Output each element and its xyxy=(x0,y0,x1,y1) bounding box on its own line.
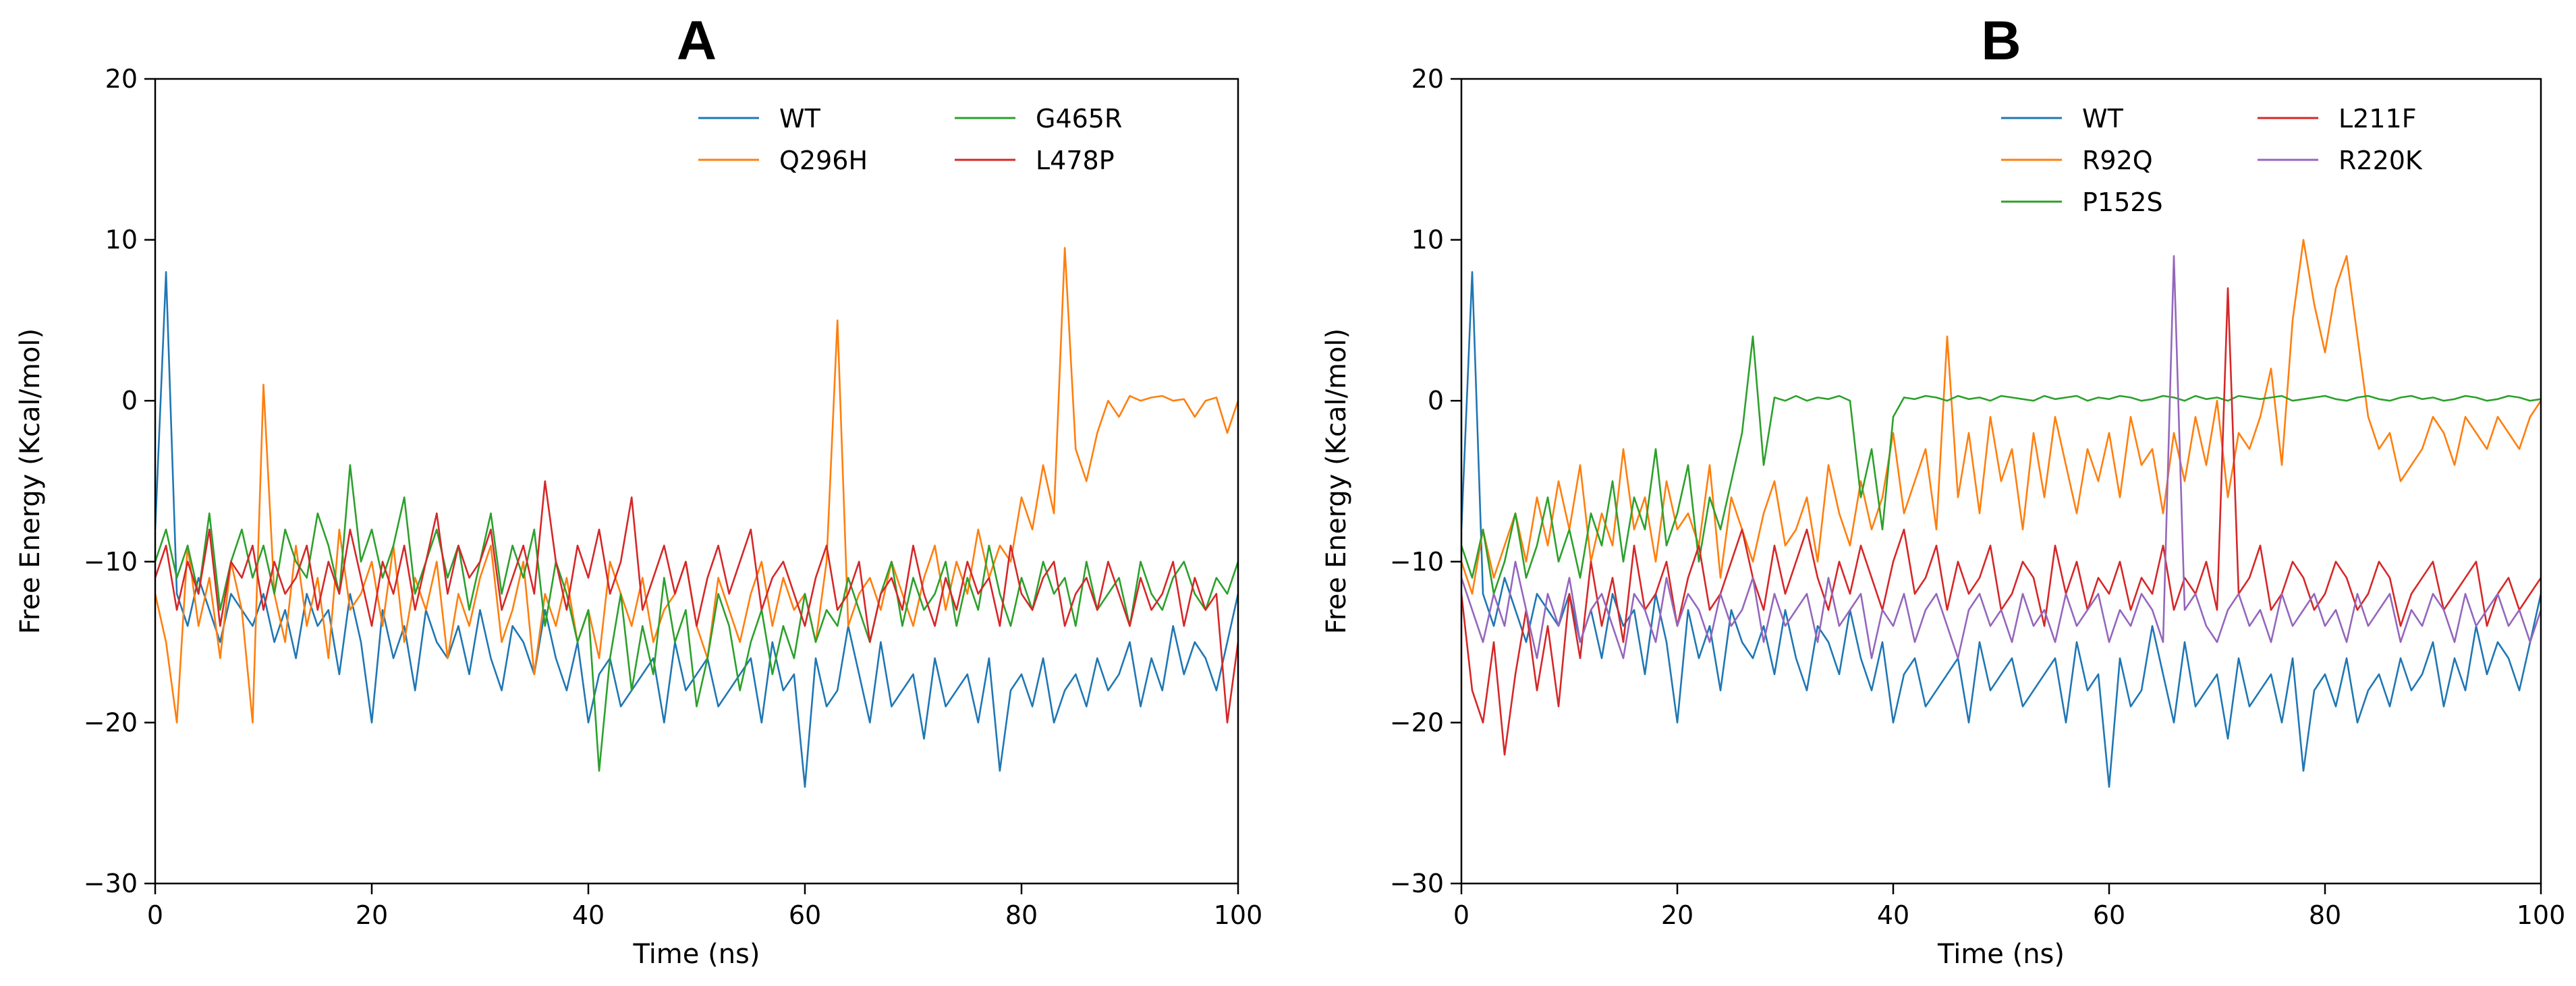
series-line-a-g465r xyxy=(155,464,1238,772)
x-tick-label-a-80: 80 xyxy=(1005,900,1038,930)
y-tick-label-a-10: −10 xyxy=(84,547,138,577)
legend-label-b-p152s: P152S xyxy=(2082,187,2163,217)
x-tick-label-b-60: 60 xyxy=(2093,900,2125,930)
legend-label-b-r220k: R220K xyxy=(2339,146,2423,175)
x-tick-label-a-20: 20 xyxy=(356,900,388,930)
x-tick-label-a-40: 40 xyxy=(572,900,605,930)
x-tick-label-b-80: 80 xyxy=(2309,900,2341,930)
series-line-b-wt xyxy=(1461,270,2541,788)
legend-label-a-l478p: L478P xyxy=(1036,146,1115,175)
x-tick-label-b-100: 100 xyxy=(2517,900,2566,930)
x-axis-label-a: Time (ns) xyxy=(632,939,760,970)
plot-frame-a xyxy=(154,78,1239,885)
legend-label-b-r92q: R92Q xyxy=(2082,146,2153,175)
x-axis-label-b: Time (ns) xyxy=(1937,939,2065,970)
series-line-b-r92q xyxy=(1461,239,2541,595)
y-tick-label-b-20: 20 xyxy=(1411,64,1444,94)
x-tick-label-a-60: 60 xyxy=(789,900,821,930)
y-tick-label-a-20: −20 xyxy=(84,707,138,737)
y-tick-label-a-10: 10 xyxy=(105,225,138,255)
series-group-b xyxy=(1461,239,2541,788)
panel-title-b: B xyxy=(1981,10,2021,71)
y-tick-label-b-0: 0 xyxy=(1428,386,1444,415)
y-axis-label-b: Free Energy (Kcal/mol) xyxy=(1321,328,1352,634)
x-tick-label-b-40: 40 xyxy=(1877,900,1909,930)
series-line-b-p152s xyxy=(1461,335,2541,595)
y-tick-label-b-10: 10 xyxy=(1411,225,1444,255)
x-tick-label-a-100: 100 xyxy=(1214,900,1263,930)
y-axis-label-a: Free Energy (Kcal/mol) xyxy=(15,328,46,634)
y-tick-label-a-20: 20 xyxy=(105,64,138,94)
y-tick-label-a-0: 0 xyxy=(121,386,138,415)
series-group-a xyxy=(155,247,1238,788)
x-tick-label-a-0: 0 xyxy=(147,900,163,930)
y-tick-label-a-30: −30 xyxy=(84,869,138,898)
legend-b: WT R92Q P152S L211F R220K xyxy=(2001,104,2423,217)
legend-label-b-wt: WT xyxy=(2082,104,2124,134)
legend-a: WT Q296H G465R L478P xyxy=(698,104,1122,175)
series-line-a-wt xyxy=(155,270,1238,788)
series-line-a-l478p xyxy=(155,480,1238,724)
y-tick-label-b-30: −30 xyxy=(1390,869,1444,898)
x-tick-label-b-20: 20 xyxy=(1661,900,1693,930)
legend-label-b-l211f: L211F xyxy=(2339,104,2417,134)
y-tick-label-b-10: −10 xyxy=(1390,547,1444,577)
series-line-b-r220k xyxy=(1461,255,2541,660)
plot-frame-b xyxy=(1460,78,2542,885)
x-tick-label-b-0: 0 xyxy=(1453,900,1469,930)
legend-label-a-g465r: G465R xyxy=(1036,104,1122,134)
panel-title-a: A xyxy=(677,10,717,71)
legend-label-a-wt: WT xyxy=(779,104,821,134)
y-tick-label-b-20: −20 xyxy=(1390,707,1444,737)
legend-label-a-q296h: Q296H xyxy=(779,146,868,175)
